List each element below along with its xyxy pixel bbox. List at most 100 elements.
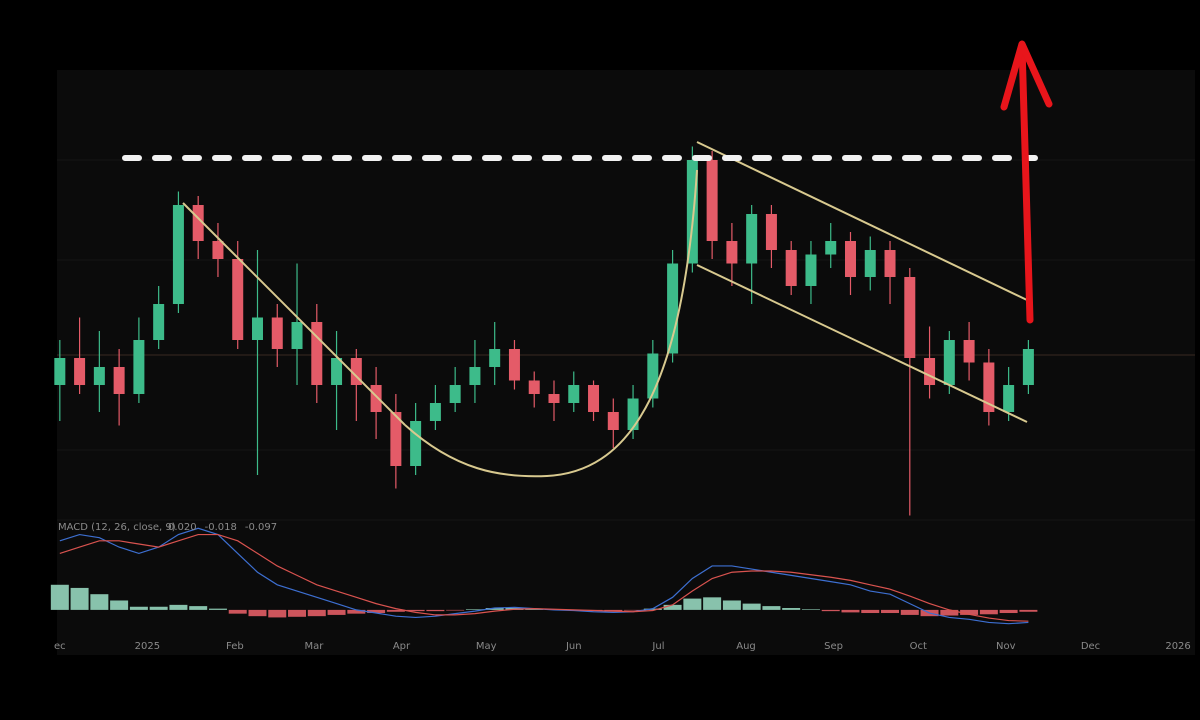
histogram-bar (90, 594, 109, 610)
histogram-bar (821, 609, 840, 612)
candle-body (568, 385, 580, 403)
candle-body (1022, 349, 1034, 385)
histogram-bar (683, 598, 702, 610)
histogram-bar (960, 609, 979, 615)
histogram-bar (288, 609, 307, 617)
candle-body (232, 259, 244, 340)
histogram-bar (841, 609, 860, 613)
candle-body (192, 205, 204, 241)
readout-value: -0.018 (205, 522, 237, 533)
histogram-bar (525, 608, 544, 610)
pattern-lines (182, 141, 1028, 478)
candle-body (429, 403, 441, 421)
histogram-bar (268, 609, 287, 618)
candle-body (805, 254, 817, 286)
histogram-bar (643, 608, 662, 610)
histogram-bar (426, 609, 445, 612)
histogram-bar (703, 597, 722, 610)
histogram-bar (722, 600, 741, 610)
arrow-shaft (1018, 42, 1034, 324)
histogram-bar (406, 609, 425, 612)
histogram-bar (881, 609, 900, 614)
histogram-bar (801, 609, 820, 610)
candle-body (1003, 385, 1015, 412)
candle-body (607, 412, 619, 430)
candle-body (963, 340, 975, 363)
channel-lower (696, 264, 1028, 423)
x-tick-label: Sep (824, 641, 843, 652)
histogram-bar (228, 609, 247, 614)
marks: ec 2025 Feb Mar Apr May Jun Jul Aug Sep Oct Nov Dec 2… (50, 146, 1191, 652)
candle-body (113, 367, 125, 394)
candle-body (924, 358, 936, 385)
candle-body (311, 322, 323, 385)
x-tick-label: May (476, 641, 497, 652)
candle-body (133, 340, 145, 394)
histogram-bar (110, 600, 129, 610)
candle-body (548, 394, 560, 403)
macd-readout: 0.020 -0.018 -0.097 (168, 522, 277, 533)
channel-upper (696, 141, 1028, 301)
plot-area (57, 70, 1195, 655)
histogram-bar (446, 609, 465, 611)
histogram-bar (940, 609, 959, 616)
histogram-bar (307, 609, 326, 617)
candle-body (212, 241, 224, 259)
histogram-bar (1019, 609, 1038, 612)
candle-body (469, 367, 481, 385)
x-tick-label: Dec (1081, 641, 1100, 652)
histogram-bar (900, 609, 919, 615)
histogram-bar (999, 609, 1018, 614)
x-tick-label: Jun (565, 641, 582, 652)
histogram-bar (663, 604, 682, 610)
candle-body (904, 277, 916, 358)
histogram-bar (189, 606, 208, 610)
candle-body (686, 160, 698, 264)
candle-body (667, 263, 679, 354)
candle-body (825, 241, 837, 255)
candle-body (410, 421, 422, 466)
x-tick-label: Mar (305, 641, 325, 652)
histogram-bar (149, 606, 168, 610)
x-tick-label: Oct (910, 641, 927, 652)
candle-body (489, 349, 501, 367)
histogram-bar (169, 604, 188, 610)
x-tick-label: 2026 (1165, 641, 1190, 652)
candle-body (706, 160, 718, 241)
candle-body (291, 322, 303, 349)
candle-body (508, 349, 520, 381)
candle-body (746, 214, 758, 264)
candle-body (864, 250, 876, 277)
histogram-bar (347, 609, 366, 614)
candle-body (588, 385, 600, 412)
candle-body (449, 385, 461, 403)
signal-line (59, 533, 1029, 622)
trend-line (182, 202, 406, 426)
candle-body (153, 304, 165, 340)
histogram-bar (70, 587, 89, 610)
histogram-bar (248, 609, 267, 617)
histogram-bar (604, 609, 623, 612)
candle-body (726, 241, 738, 264)
macd-title: MACD (12, 26, close, 9) (58, 522, 176, 533)
histogram-bar (762, 606, 781, 610)
candle-body (93, 367, 105, 385)
candle-body (350, 358, 362, 385)
histogram-bar (50, 584, 69, 610)
candle-body (172, 205, 184, 304)
x-tick-label: 2025 (135, 641, 160, 652)
candle-body (884, 250, 896, 277)
candle-body (390, 412, 402, 466)
candle-body (627, 398, 639, 430)
candle-body (943, 340, 955, 385)
histogram-bar (742, 603, 761, 610)
candle-body (785, 250, 797, 286)
histogram-bar (386, 609, 405, 612)
x-tick-label: Jul (651, 641, 664, 652)
candle-body (331, 358, 343, 385)
histogram-bar (861, 609, 880, 614)
candle-body (251, 317, 263, 340)
histogram-bar (485, 608, 504, 610)
